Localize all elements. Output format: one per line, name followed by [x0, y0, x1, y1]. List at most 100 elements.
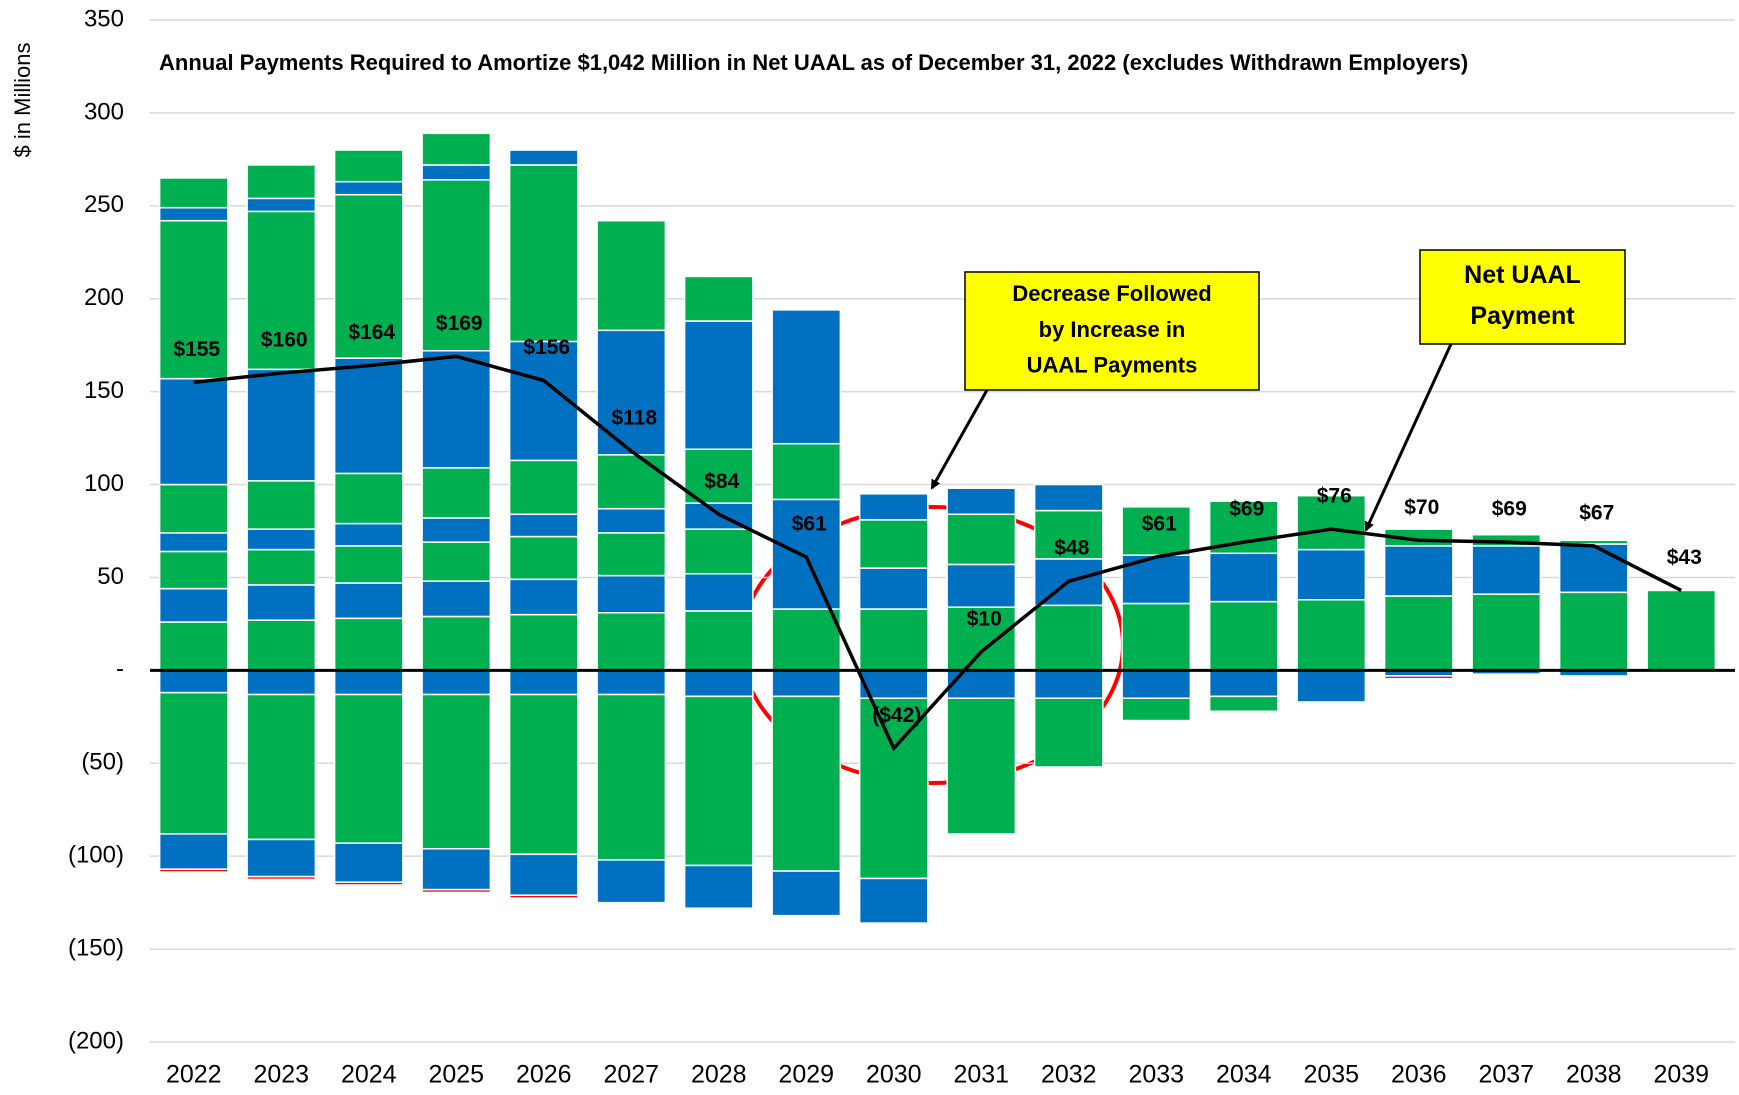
x-tick-label: 2030 — [866, 1061, 922, 1089]
bar-segment — [1121, 669, 1192, 699]
bar-segment — [421, 517, 492, 543]
bar-segment — [1208, 669, 1279, 698]
bar-segment — [158, 587, 229, 623]
x-tick-label: 2038 — [1566, 1061, 1622, 1089]
data-label: $69 — [1492, 498, 1527, 521]
bar-segment — [1296, 669, 1367, 703]
bar-segment — [158, 177, 229, 209]
data-label: $69 — [1229, 498, 1264, 521]
data-label: $84 — [704, 470, 739, 493]
bar-segment — [246, 875, 317, 881]
bar-segment — [246, 548, 317, 586]
bar-segment — [596, 507, 667, 534]
data-label: $48 — [1054, 537, 1089, 560]
data-label: $67 — [1579, 501, 1614, 524]
bar-segment — [508, 513, 579, 538]
y-tick-label: (200) — [68, 1027, 124, 1054]
bar-segment — [246, 480, 317, 530]
bar-segment — [1033, 509, 1104, 560]
x-tick-label: 2037 — [1478, 1061, 1534, 1089]
data-label: $118 — [611, 407, 657, 430]
y-tick-label: 150 — [84, 377, 124, 404]
bar-segment — [771, 498, 842, 610]
bar-segment — [158, 532, 229, 553]
y-tick-label: 250 — [84, 191, 124, 218]
bar-segment — [771, 442, 842, 501]
bar-segment — [158, 621, 229, 672]
bar-segment — [333, 149, 404, 183]
bar-segment — [858, 567, 929, 610]
data-label: $156 — [523, 336, 570, 359]
bar-segment — [246, 368, 317, 482]
y-tick-label: 300 — [84, 98, 124, 125]
bar-segment — [333, 357, 404, 475]
bar-segment — [508, 613, 579, 672]
bar-segment — [508, 853, 579, 896]
bar-segment — [246, 584, 317, 621]
annotation-arrow — [930, 389, 989, 490]
bar-segment — [333, 617, 404, 672]
bar-segment — [421, 669, 492, 696]
y-tick-label: 200 — [84, 284, 124, 311]
bar-segment — [421, 615, 492, 672]
bar-segment — [333, 582, 404, 620]
bar-segment — [1208, 552, 1279, 603]
bar-segment — [333, 881, 404, 886]
bars — [158, 132, 1717, 924]
y-tick-label: 100 — [84, 470, 124, 497]
bar-segment — [421, 164, 492, 181]
y-tick-label: (50) — [81, 749, 124, 776]
bar-segment — [246, 197, 317, 213]
data-label: $76 — [1317, 485, 1352, 508]
bar-segment — [1471, 545, 1542, 595]
x-tick-label: 2036 — [1391, 1061, 1447, 1089]
bar-segment — [771, 695, 842, 872]
data-label: $160 — [261, 329, 308, 352]
bar-segment — [333, 669, 404, 696]
bar-segment — [596, 669, 667, 696]
bar-segment — [158, 206, 229, 222]
net-line — [193, 354, 1683, 752]
bar-segment — [858, 697, 929, 880]
bar-segment — [1121, 602, 1192, 672]
bar-segment — [946, 513, 1017, 566]
bar-segment — [158, 377, 229, 486]
bar-segment — [158, 483, 229, 534]
bar-segment — [333, 842, 404, 883]
data-label: $164 — [348, 321, 395, 344]
bar-segment — [683, 448, 754, 504]
bar-segment — [596, 693, 667, 861]
bar-segment — [1296, 548, 1367, 601]
bar-segment — [1558, 539, 1629, 545]
bar-segment — [1558, 543, 1629, 594]
bar-segment — [421, 693, 492, 850]
bar-segment — [683, 320, 754, 450]
bar-segment — [246, 619, 317, 672]
bar-segment — [333, 180, 404, 196]
x-tick-label: 2026 — [516, 1061, 572, 1089]
bar-segment — [1383, 675, 1454, 680]
bar-segment — [1296, 599, 1367, 672]
grid — [150, 19, 1735, 1043]
bar-segment — [1558, 591, 1629, 672]
bar-segment — [771, 669, 842, 698]
bar-segment — [596, 329, 667, 456]
x-tick-label: 2032 — [1041, 1061, 1097, 1089]
bar-segment — [771, 870, 842, 917]
bar-segment — [246, 528, 317, 551]
x-tick-label: 2022 — [166, 1061, 222, 1089]
bar-segment — [333, 522, 404, 547]
bar-segment — [1208, 695, 1279, 712]
bar-segment — [1121, 506, 1192, 556]
annotation-text: UAAL Payments — [1027, 353, 1198, 378]
data-label: $61 — [1142, 513, 1177, 536]
annotation-text: Decrease Followed — [1012, 281, 1211, 306]
bar-segment — [421, 132, 492, 166]
bar-segment — [508, 459, 579, 516]
bar-segment — [1383, 595, 1454, 672]
bar-segment — [946, 669, 1017, 699]
data-label: $155 — [173, 338, 220, 361]
bar-segment — [421, 580, 492, 618]
bar-segment — [596, 612, 667, 672]
data-label: $43 — [1667, 546, 1702, 569]
